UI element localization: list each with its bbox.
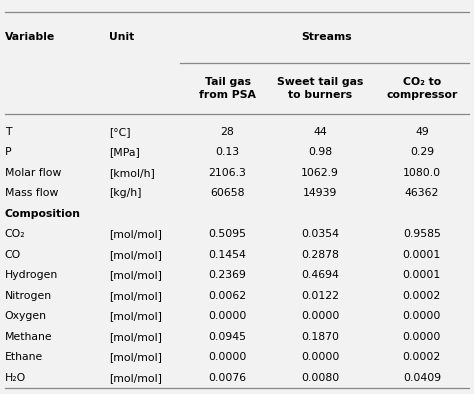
Text: [mol/mol]: [mol/mol] [109,250,162,260]
Text: 0.0945: 0.0945 [209,332,246,342]
Text: 0.0076: 0.0076 [209,373,246,383]
Text: Oxygen: Oxygen [5,311,47,322]
Text: 0.0002: 0.0002 [403,352,441,362]
Text: H₂O: H₂O [5,373,26,383]
Text: 0.1454: 0.1454 [209,250,246,260]
Text: Streams: Streams [302,32,352,43]
Text: 0.0001: 0.0001 [403,270,441,281]
Text: [mol/mol]: [mol/mol] [109,373,162,383]
Text: [°C]: [°C] [109,127,131,137]
Text: [mol/mol]: [mol/mol] [109,291,162,301]
Text: P: P [5,147,11,158]
Text: [mol/mol]: [mol/mol] [109,332,162,342]
Text: 0.5095: 0.5095 [209,229,246,240]
Text: 14939: 14939 [303,188,337,199]
Text: 0.0354: 0.0354 [301,229,339,240]
Text: [mol/mol]: [mol/mol] [109,229,162,240]
Text: 0.29: 0.29 [410,147,434,158]
Text: T: T [5,127,11,137]
Text: 0.1870: 0.1870 [301,332,339,342]
Text: Methane: Methane [5,332,52,342]
Text: [mol/mol]: [mol/mol] [109,352,162,362]
Text: 0.9585: 0.9585 [403,229,441,240]
Text: Mass flow: Mass flow [5,188,58,199]
Text: 0.2369: 0.2369 [209,270,246,281]
Text: 0.0001: 0.0001 [403,250,441,260]
Text: 0.98: 0.98 [308,147,332,158]
Text: 49: 49 [415,127,429,137]
Text: Variable: Variable [5,32,55,43]
Text: 44: 44 [313,127,327,137]
Text: Nitrogen: Nitrogen [5,291,52,301]
Text: 60658: 60658 [210,188,245,199]
Text: 2106.3: 2106.3 [209,168,246,178]
Text: 0.4694: 0.4694 [301,270,339,281]
Text: 28: 28 [220,127,235,137]
Text: 0.0002: 0.0002 [403,291,441,301]
Text: 46362: 46362 [405,188,439,199]
Text: 0.0000: 0.0000 [301,352,339,362]
Text: 0.0000: 0.0000 [209,352,246,362]
Text: 0.0122: 0.0122 [301,291,339,301]
Text: 0.0000: 0.0000 [209,311,246,322]
Text: 0.2878: 0.2878 [301,250,339,260]
Text: [mol/mol]: [mol/mol] [109,311,162,322]
Text: CO₂: CO₂ [5,229,26,240]
Text: 0.0409: 0.0409 [403,373,441,383]
Text: Sweet tail gas
to burners: Sweet tail gas to burners [277,78,363,100]
Text: Ethane: Ethane [5,352,43,362]
Text: Tail gas
from PSA: Tail gas from PSA [199,78,256,100]
Text: [kmol/h]: [kmol/h] [109,168,155,178]
Text: 1080.0: 1080.0 [403,168,441,178]
Text: Molar flow: Molar flow [5,168,61,178]
Text: 0.0080: 0.0080 [301,373,339,383]
Text: [MPa]: [MPa] [109,147,140,158]
Text: [mol/mol]: [mol/mol] [109,270,162,281]
Text: Hydrogen: Hydrogen [5,270,58,281]
Text: 0.0062: 0.0062 [209,291,246,301]
Text: 0.0000: 0.0000 [403,332,441,342]
Text: [kg/h]: [kg/h] [109,188,142,199]
Text: CO: CO [5,250,21,260]
Text: Unit: Unit [109,32,134,43]
Text: 0.0000: 0.0000 [403,311,441,322]
Text: CO₂ to
compressor: CO₂ to compressor [386,78,457,100]
Text: 1062.9: 1062.9 [301,168,339,178]
Text: 0.13: 0.13 [216,147,239,158]
Text: Composition: Composition [5,209,81,219]
Text: 0.0000: 0.0000 [301,311,339,322]
